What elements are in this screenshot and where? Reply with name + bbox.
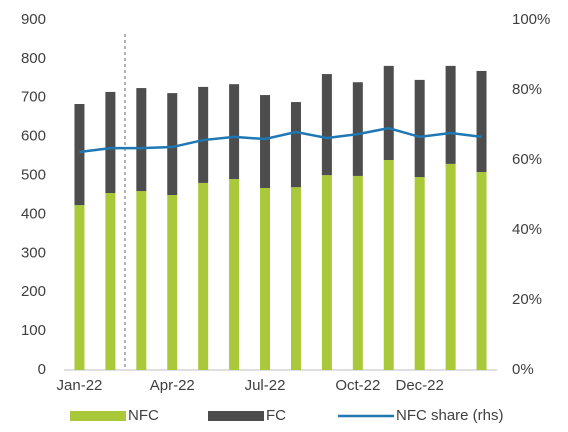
y2-tick-label: 80% (512, 81, 542, 98)
bar-segment (290, 102, 301, 188)
bar-segment (476, 172, 487, 370)
y2-tick-label: 100% (512, 11, 550, 28)
bar-segment (136, 88, 147, 192)
x-tick-label: Dec-22 (395, 377, 443, 394)
y-tick-label: 800 (21, 50, 46, 67)
y-tick-label: 200 (21, 283, 46, 300)
y-tick-label: 700 (21, 89, 46, 106)
x-tick-label: Apr-22 (150, 377, 195, 394)
bar-segment (74, 205, 85, 370)
bar-segment (198, 182, 209, 370)
bar-segment (229, 84, 240, 180)
bar-segment (260, 95, 271, 188)
bar-segment (105, 193, 116, 370)
legend-swatch (70, 411, 126, 421)
bar-segment (414, 79, 425, 178)
bar-segment (383, 160, 394, 370)
x-tick-label: Jan-22 (57, 377, 103, 394)
legend-label: NFC (128, 407, 159, 424)
bar-segment (229, 179, 240, 370)
bar-segment (198, 86, 209, 183)
y-tick-label: 300 (21, 244, 46, 261)
y2-tick-label: 40% (512, 221, 542, 238)
legend-label: NFC share (rhs) (396, 407, 504, 424)
y-tick-label: 100 (21, 322, 46, 339)
bar-segment (74, 104, 85, 206)
bar-segment (167, 195, 178, 370)
bar-segment (445, 163, 456, 370)
y2-tick-label: 0% (512, 361, 534, 378)
bar-segment (167, 93, 178, 195)
x-tick-label: Oct-22 (335, 377, 380, 394)
y2-tick-label: 60% (512, 151, 542, 168)
y-tick-label: 500 (21, 167, 46, 184)
line (79, 126, 482, 154)
bar-segment (414, 177, 425, 370)
bar-segment (352, 82, 363, 176)
y-tick-label: 600 (21, 128, 46, 145)
bar-segment (476, 70, 487, 173)
y-tick-label: 0 (38, 361, 46, 378)
bar-segment (136, 191, 147, 370)
y-tick-label: 400 (21, 205, 46, 222)
legend-label: FC (266, 407, 286, 424)
y-tick-label: 900 (21, 11, 46, 28)
bar-segment (290, 187, 301, 370)
x-tick-label: Jul-22 (245, 377, 286, 394)
bar-segment (260, 188, 271, 370)
bar-segment (445, 65, 456, 164)
y2-tick-label: 20% (512, 291, 542, 308)
bar-segment (105, 91, 116, 194)
bar-segment (352, 175, 363, 370)
bar-segment (321, 74, 332, 176)
bar-segment (383, 65, 394, 160)
legend-swatch (208, 411, 264, 421)
bar-segment (321, 175, 332, 370)
